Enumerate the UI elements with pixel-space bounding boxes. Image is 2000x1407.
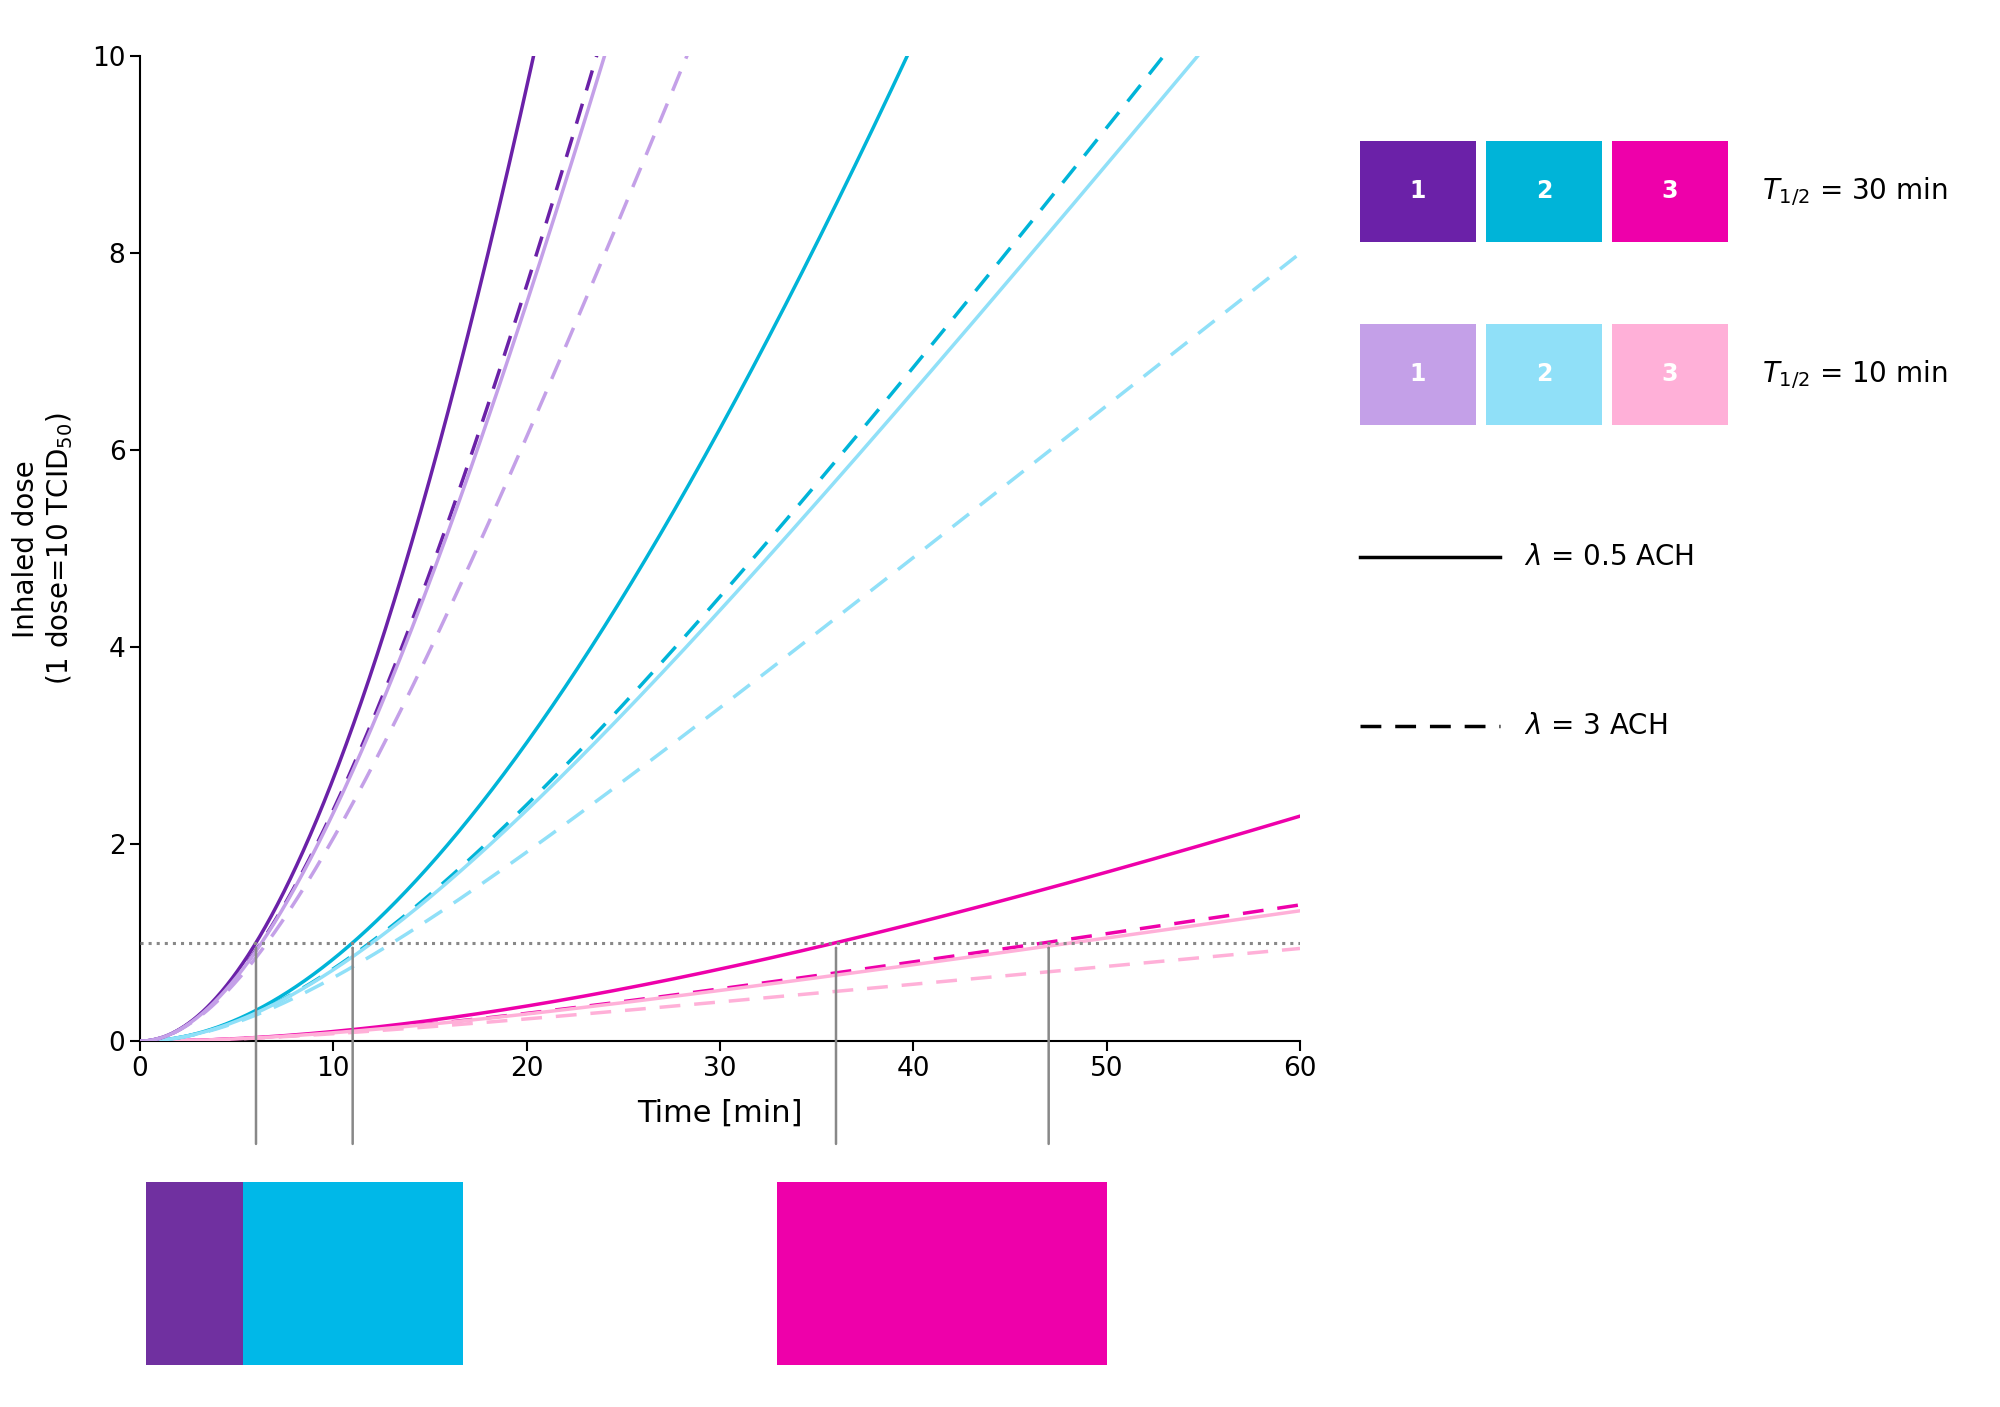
Text: 3: 3: [1662, 362, 1678, 387]
Text: $T_{1/2}$ = 10 min: $T_{1/2}$ = 10 min: [1762, 357, 1948, 391]
Text: 2: 2: [1536, 179, 1552, 204]
Text: 11 min: 11 min: [302, 1297, 404, 1323]
Text: 36-47 min: 36-47 min: [868, 1297, 1016, 1323]
Y-axis label: Inhaled dose
(1 dose=10 TCID$_{50}$): Inhaled dose (1 dose=10 TCID$_{50}$): [12, 412, 76, 685]
Text: $\lambda$ = 0.5 ACH: $\lambda$ = 0.5 ACH: [1524, 543, 1694, 571]
Text: 2: 2: [1536, 362, 1552, 387]
Text: $\lambda$ = 3 ACH: $\lambda$ = 3 ACH: [1524, 712, 1668, 740]
Text: $T_{1/2}$ = 30 min: $T_{1/2}$ = 30 min: [1762, 174, 1948, 208]
Text: Ind. 2: Ind. 2: [310, 1220, 396, 1247]
Text: 1: 1: [1410, 179, 1426, 204]
Text: Ind.1: Ind.1: [218, 1220, 294, 1247]
Text: 1: 1: [1410, 362, 1426, 387]
X-axis label: Time [min]: Time [min]: [638, 1099, 802, 1127]
Text: 3: 3: [1662, 179, 1678, 204]
Text: Ind.3: Ind.3: [904, 1220, 980, 1247]
Text: 6 min: 6 min: [214, 1297, 298, 1323]
